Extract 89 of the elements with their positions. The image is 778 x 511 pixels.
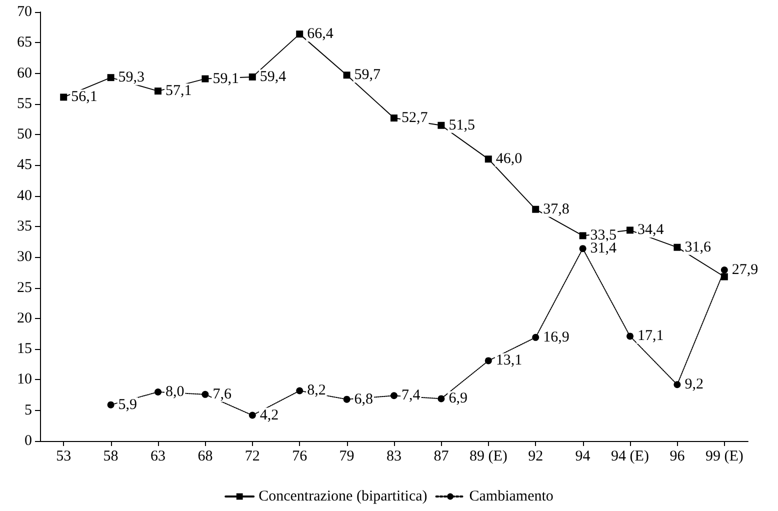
data-label: 16,9 <box>543 329 570 346</box>
data-label: 13,1 <box>496 352 522 369</box>
data-label: 33,5 <box>590 228 617 244</box>
x-tick-label: 58 <box>103 448 118 464</box>
data-label: 56,1 <box>71 89 98 106</box>
data-label: 6,9 <box>448 390 468 407</box>
x-tick-label: 87 <box>434 448 450 464</box>
point <box>296 30 304 38</box>
y-tick-label: 10 <box>17 372 32 388</box>
data-label: 17,1 <box>638 328 664 344</box>
point <box>343 396 350 403</box>
y-tick-label: 5 <box>24 402 32 418</box>
legend-label: Cambiamento <box>469 488 554 504</box>
y-tick-label: 15 <box>17 341 32 358</box>
data-label: 34,4 <box>638 222 664 238</box>
y-tick-label: 40 <box>17 188 32 204</box>
y-tick-label: 20 <box>17 310 32 326</box>
data-label: 52,7 <box>402 110 428 126</box>
point <box>248 73 256 80</box>
point <box>343 72 350 79</box>
x-tick-label: 99 (E) <box>705 448 744 464</box>
data-label: 51,5 <box>448 117 475 134</box>
x-tick-label: 94 <box>575 448 591 464</box>
x-tick-label: 72 <box>244 448 260 464</box>
data-label: 5,9 <box>118 396 138 413</box>
x-tick-label: 96 <box>670 448 686 464</box>
x-tick-label: 68 <box>198 448 213 464</box>
data-label: 59,4 <box>260 68 287 85</box>
data-label: 27,9 <box>732 262 758 278</box>
point <box>60 94 68 101</box>
y-tick-label: 45 <box>17 157 32 174</box>
point <box>484 156 492 163</box>
x-tick-label: 94 (E) <box>611 448 649 464</box>
point <box>674 244 681 251</box>
data-label: 31,6 <box>684 239 712 256</box>
legend-label: Concentrazione (bipartitica) <box>258 488 428 504</box>
x-tick-label: 83 <box>386 448 402 464</box>
y-tick-label: 50 <box>17 126 32 143</box>
y-tick-label: 70 <box>17 4 32 20</box>
data-label: 66,4 <box>307 26 334 42</box>
point <box>579 232 586 240</box>
data-label: 7,6 <box>212 386 232 402</box>
x-tick-label: 63 <box>150 448 166 464</box>
point <box>720 273 728 280</box>
point <box>720 266 728 274</box>
data-label: 9,2 <box>684 376 704 393</box>
point <box>154 388 162 396</box>
y-tick-label: 0 <box>24 433 32 449</box>
y-tick-label: 60 <box>17 65 32 82</box>
point <box>202 390 209 398</box>
data-label: 6,8 <box>354 391 374 408</box>
point <box>438 395 445 402</box>
x-tick-label: 53 <box>56 448 72 464</box>
point <box>248 412 256 419</box>
point <box>390 392 398 400</box>
data-label: 46,0 <box>496 151 522 168</box>
data-label: 8,0 <box>166 384 184 400</box>
x-tick-label: 76 <box>292 448 308 464</box>
point <box>296 387 304 394</box>
y-tick-label: 55 <box>17 96 32 112</box>
point <box>674 381 681 388</box>
data-label: 31,4 <box>590 240 618 257</box>
point <box>484 357 492 364</box>
point <box>107 401 114 408</box>
data-label: 4,2 <box>260 407 279 424</box>
data-label: 57,1 <box>166 83 192 100</box>
x-tick-label: 79 <box>339 448 354 464</box>
data-label: 59,1 <box>212 70 239 87</box>
point <box>154 88 162 95</box>
point <box>107 74 114 82</box>
point <box>390 114 398 122</box>
point <box>532 334 540 341</box>
x-tick-label: 89 (E) <box>469 448 508 464</box>
y-tick-label: 25 <box>17 280 32 296</box>
data-label: 7,4 <box>402 388 421 404</box>
y-tick-label: 30 <box>17 249 32 266</box>
point <box>202 75 209 82</box>
point <box>532 206 540 213</box>
point <box>626 332 634 340</box>
point <box>438 122 445 129</box>
point <box>626 226 634 234</box>
data-label: 37,8 <box>543 201 570 218</box>
y-tick-label: 65 <box>17 34 32 51</box>
data-label: 8,2 <box>307 382 326 399</box>
x-tick-label: 92 <box>528 448 544 464</box>
data-label: 59,7 <box>354 67 382 84</box>
data-label: 59,3 <box>118 70 145 86</box>
point <box>579 245 586 252</box>
y-tick-label: 35 <box>17 218 32 234</box>
